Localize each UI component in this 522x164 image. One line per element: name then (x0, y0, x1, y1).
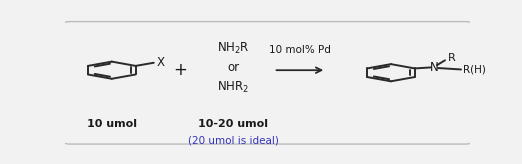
Text: 10 mol% Pd: 10 mol% Pd (269, 45, 331, 55)
Text: NHR$_2$: NHR$_2$ (217, 80, 249, 95)
Text: N: N (430, 61, 438, 74)
Text: 10 umol: 10 umol (87, 120, 137, 130)
Text: or: or (227, 61, 239, 74)
FancyBboxPatch shape (64, 22, 471, 144)
Text: X: X (157, 56, 165, 69)
Text: R(H): R(H) (463, 64, 486, 74)
Text: +: + (174, 61, 187, 79)
Text: 10-20 umol: 10-20 umol (198, 120, 268, 130)
Text: NH$_2$R: NH$_2$R (217, 41, 250, 56)
Text: R: R (448, 53, 456, 63)
Text: (20 umol is ideal): (20 umol is ideal) (188, 136, 279, 146)
